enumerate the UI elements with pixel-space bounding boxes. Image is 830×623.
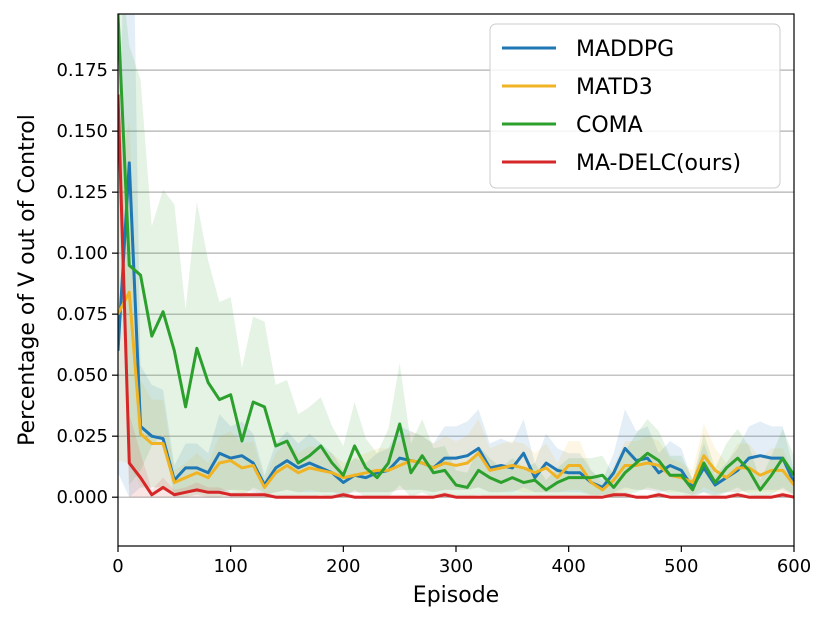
legend: MADDPG MATD3 COMA MA-DELC(ours) xyxy=(489,23,781,189)
legend-label: MA-DELC(ours) xyxy=(576,151,741,176)
y-tick-label: 0.125 xyxy=(56,182,108,203)
x-tick-label: 400 xyxy=(551,556,585,577)
series-line-ma-delc-ours xyxy=(118,94,794,499)
legend-label: MADDPG xyxy=(576,37,674,62)
y-tick-label: 0.100 xyxy=(56,243,108,264)
x-tick-label: 200 xyxy=(326,556,360,577)
band-coma xyxy=(118,14,794,498)
series-line-coma xyxy=(118,14,794,492)
x-tick-label: 600 xyxy=(777,556,811,577)
x-axis-label: Episode xyxy=(413,583,499,608)
y-axis-label: Percentage of V out of Control xyxy=(15,114,40,446)
confidence-bands xyxy=(118,14,794,498)
y-tick-label: 0.050 xyxy=(56,365,108,386)
series-lines xyxy=(118,14,794,499)
y-tick-label: 0.175 xyxy=(56,60,108,81)
y-tick-label: 0.150 xyxy=(56,121,108,142)
x-axis-ticks: 0 100 200 300 400 500 600 xyxy=(112,546,811,577)
legend-box xyxy=(489,23,781,189)
band-maddpg xyxy=(118,14,794,498)
y-tick-label: 0.000 xyxy=(56,487,108,508)
legend-label: MATD3 xyxy=(576,75,653,100)
x-tick-label: 300 xyxy=(439,556,473,577)
y-axis-ticks: 0.000 0.025 0.050 0.075 0.100 0.125 0.150 0.175 xyxy=(56,60,118,508)
y-tick-label: 0.075 xyxy=(56,304,108,325)
y-tick-label: 0.025 xyxy=(56,426,108,447)
x-tick-label: 0 xyxy=(112,556,123,577)
x-tick-label: 100 xyxy=(213,556,247,577)
series-line-maddpg xyxy=(118,161,794,489)
legend-label: COMA xyxy=(576,113,643,138)
x-tick-label: 500 xyxy=(664,556,698,577)
